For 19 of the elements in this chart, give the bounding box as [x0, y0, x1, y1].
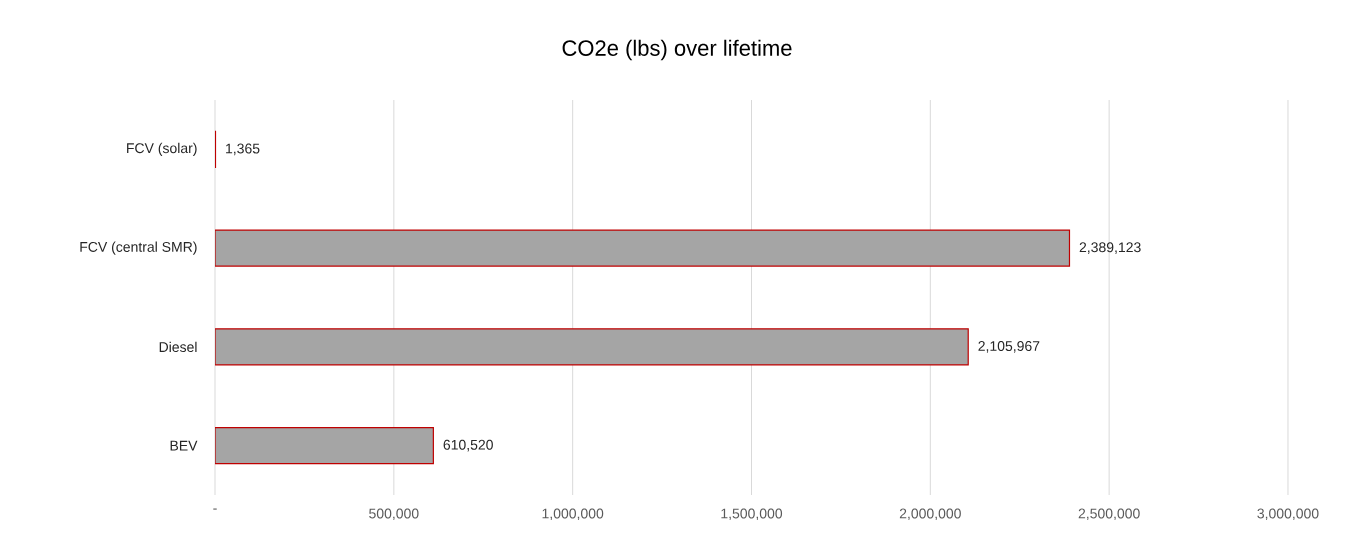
y-tick-label: BEV	[170, 440, 198, 451]
x-tick-label: 500,000	[369, 508, 419, 521]
x-tick-label: 1,500,000	[721, 508, 783, 521]
y-tick-label: Diesel	[159, 341, 197, 353]
data-label: 2,389,123	[1079, 242, 1141, 254]
y-tick-label: FCV (central SMR)	[80, 241, 197, 255]
data-label: 2,105,967	[978, 341, 1040, 353]
x-tick-label: 1,000,000	[542, 508, 604, 521]
y-tick-label: FCV (solar)	[127, 142, 197, 156]
x-tick-label: -	[213, 508, 217, 510]
bar	[215, 229, 1071, 267]
x-tick-label: 2,500,000	[1078, 508, 1140, 521]
data-label: 1,365	[226, 143, 260, 156]
chart-title: CO2e (lbs) over lifetime	[562, 39, 792, 61]
x-tick-label: 3,000,000	[1257, 508, 1319, 521]
data-label: 610,520	[443, 439, 493, 452]
x-tick-label: 2,000,000	[899, 508, 961, 521]
bar	[215, 427, 434, 465]
bar	[215, 328, 969, 366]
